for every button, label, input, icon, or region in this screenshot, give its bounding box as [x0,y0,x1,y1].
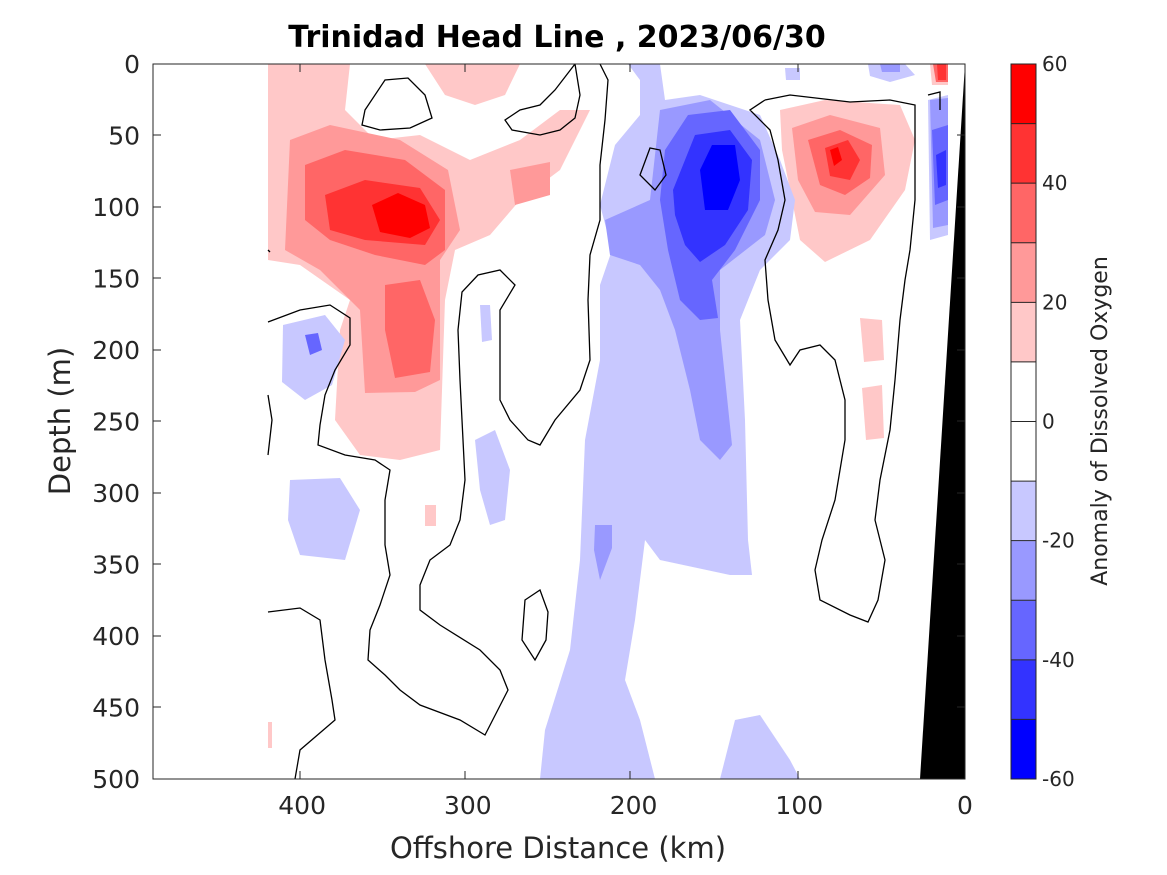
positive-anomaly-region [862,385,884,440]
y-tick-label: 450 [92,694,140,723]
contour-fields [268,64,948,779]
colorbar-segment [1011,361,1036,422]
y-tick-label: 250 [92,408,140,437]
negative-anomaly-region [480,305,492,342]
x-tick-label: 0 [957,791,973,820]
colorbar-tick-label: -40 [1042,648,1075,672]
colorbar-segment [1011,421,1036,482]
colorbar-label: Anomaly of Dissolved Oxygen [1088,256,1113,586]
y-tick-label: 500 [92,765,140,794]
zero-contour [267,607,336,779]
zero-contour [639,147,667,191]
positive-anomaly-region [510,162,550,205]
y-tick-label: 100 [92,193,140,222]
zero-contour [361,77,433,131]
x-tick-marks [299,64,799,779]
colorbar-segment [1011,123,1036,184]
y-tick-labels: 0 50 100 150 200 250 300 350 400 450 500 [92,50,140,794]
negative-anomaly-core [700,145,740,210]
zero-contour [267,249,271,253]
x-axis-label: Offshore Distance (km) [390,831,726,865]
colorbar-tick-label: 40 [1042,171,1067,195]
y-tick-label: 150 [92,265,140,294]
colorbar-segment [1011,719,1036,780]
x-tick-label: 100 [775,791,823,820]
negative-anomaly-region [785,68,800,80]
y-tick-label: 350 [92,551,140,580]
bathymetry [920,64,965,779]
y-tick-label: 300 [92,479,140,508]
positive-anomaly-core [372,193,430,238]
zero-contour [748,94,916,623]
x-tick-label: 200 [610,791,658,820]
zero-contour-lines [267,64,941,779]
negative-anomaly-region [880,64,900,72]
colorbar-segment [1011,600,1036,661]
colorbar-tick-label: -60 [1042,767,1075,791]
zero-contour [267,64,609,736]
colorbar-segment [1011,242,1036,303]
colorbar-tick-label: 60 [1042,52,1067,76]
zero-contour [521,589,549,662]
zero-contour [927,91,941,110]
zero-contour [267,394,273,456]
positive-anomaly-region [860,318,884,362]
positive-anomaly-region [937,64,946,80]
colorbar-tick-label: -20 [1042,529,1075,553]
negative-anomaly-region [594,525,612,580]
colorbar-segment [1011,659,1036,720]
colorbar-segment [1011,64,1036,125]
colorbar-tick-label: 0 [1042,410,1055,434]
negative-anomaly-region [475,430,510,525]
colorbar-tick-label: 20 [1042,290,1067,314]
x-tick-label: 400 [278,791,326,820]
positive-anomaly-region [268,722,272,748]
x-tick-labels: 400 300 200 100 0 [278,791,973,820]
colorbar-segment [1011,540,1036,601]
negative-anomaly-region [282,315,345,400]
positive-anomaly-region [425,64,520,105]
y-tick-label: 200 [92,336,140,365]
negative-anomaly-region [305,333,322,355]
y-tick-label: 400 [92,622,140,651]
y-axis-label: Depth (m) [43,347,77,495]
colorbar-segment [1011,302,1036,363]
colorbar-frame [1010,63,1037,780]
y-tick-label: 0 [124,50,140,79]
positive-anomaly-region [385,280,435,378]
y-tick-label: 50 [108,122,140,151]
colorbar-tick-labels: 60 40 20 0 -20 -40 -60 [1042,52,1075,791]
positive-anomaly-core [830,147,842,166]
negative-anomaly-region [936,150,946,188]
negative-anomaly-region [288,478,360,560]
colorbar-segment [1011,481,1036,542]
y-tick-marks [153,134,965,708]
chart-title: Trinidad Head Line , 2023/06/30 [288,20,825,55]
colorbar-segment [1011,183,1036,244]
zero-contour [504,64,581,136]
colorbar [1010,63,1037,780]
positive-anomaly-region [425,505,436,526]
negative-anomaly-region [868,64,915,82]
negative-anomaly-region [720,715,800,779]
x-tick-label: 300 [444,791,492,820]
